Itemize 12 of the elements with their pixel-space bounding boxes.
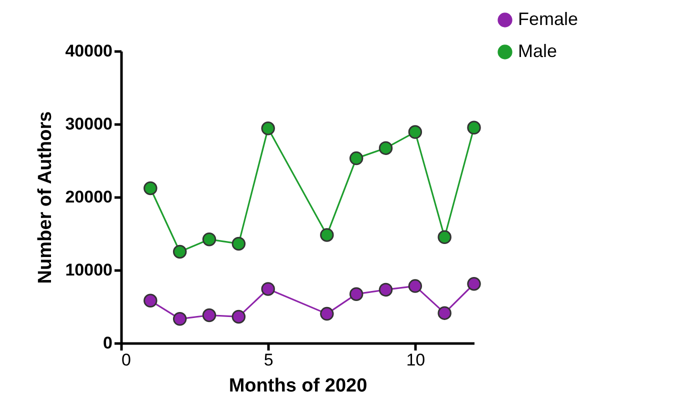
x-tick-label: 5 (264, 350, 274, 370)
x-tick-label: 0 (122, 350, 131, 370)
x-axis-title: Months of 2020 (228, 376, 368, 396)
legend-label: Male (518, 41, 558, 61)
x-tick-label: 10 (406, 350, 426, 370)
y-axis-title: Number of Authors (35, 111, 56, 284)
y-tick-label: 10000 (65, 260, 112, 280)
y-tick-label: 20000 (65, 188, 112, 206)
y-tick-label: 40000 (65, 42, 112, 60)
legend-label: Female (518, 9, 578, 29)
y-tick-label: 0 (103, 334, 112, 352)
y-tick-label: 30000 (65, 114, 112, 134)
